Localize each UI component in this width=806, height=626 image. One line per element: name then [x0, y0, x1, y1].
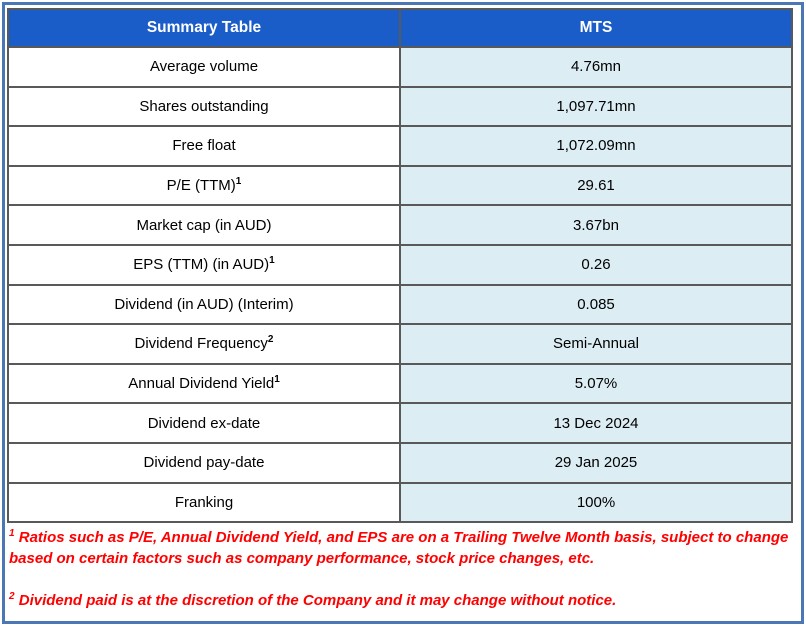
row-label: Dividend pay-date: [143, 454, 265, 472]
row-label: Franking: [174, 493, 234, 511]
row-label-superscript: 1: [269, 255, 275, 267]
row-label: Annual Dividend Yield: [128, 375, 275, 393]
table-row: Dividend ex-date 13 Dec 2024: [7, 402, 793, 444]
row-label: Dividend Frequency: [134, 335, 268, 353]
row-label-cell: Dividend (in AUD) (Interim): [7, 283, 401, 326]
row-label-cell: Average volume: [7, 46, 401, 88]
row-label: Shares outstanding: [139, 97, 269, 115]
row-label-superscript: 2: [267, 334, 274, 346]
row-label: Average volume: [149, 58, 259, 76]
table-row: Average volume 4.76mn: [7, 46, 793, 88]
row-label-superscript: 1: [235, 176, 242, 188]
footnote-dividend-text: Dividend paid is at the discretion of th…: [18, 591, 617, 609]
row-value-cell: 1,072.09mn: [399, 125, 793, 167]
header-row: Summary Table MTS: [7, 8, 793, 48]
table-row: Market cap (in AUD) 3.67bn: [7, 204, 793, 246]
row-label: Dividend ex-date: [147, 414, 261, 432]
footnote-ttm-superscript: 1: [9, 528, 15, 540]
table-row: EPS (TTM) (in AUD)1 0.26: [7, 243, 793, 286]
table-row: Shares outstanding 1,097.71mn: [7, 85, 793, 128]
row-label-cell: Annual Dividend Yield1: [7, 362, 401, 405]
row-label-cell: Shares outstanding: [7, 85, 401, 128]
header-cell-summary-table: Summary Table: [7, 8, 401, 48]
row-label-cell: Free float: [7, 125, 401, 167]
table-row: Free float 1,072.09mn: [7, 125, 793, 167]
table-row: P/E (TTM)1 29.61: [7, 164, 793, 207]
row-label-cell: Dividend Frequency2: [7, 323, 401, 365]
table-row: Dividend (in AUD) (Interim) 0.085: [7, 283, 793, 326]
row-label: EPS (TTM) (in AUD): [133, 256, 270, 274]
row-label-cell: P/E (TTM)1: [7, 164, 401, 207]
summary-table-body: Average volume 4.76mn Shares outstanding 1,…: [7, 46, 793, 524]
row-value-cell: 5.07%: [399, 362, 793, 405]
table-row: Franking 100%: [7, 481, 793, 524]
row-value-cell: 29 Jan 2025: [399, 441, 793, 484]
row-label-cell: Market cap (in AUD): [7, 204, 401, 246]
row-value-cell: 100%: [399, 481, 793, 524]
table-row: Annual Dividend Yield1 5.07%: [7, 362, 793, 405]
row-label-cell: Dividend pay-date: [7, 441, 401, 484]
header-cell-ticker: MTS: [399, 8, 793, 48]
row-value-cell: 4.76mn: [399, 46, 793, 88]
row-value-cell: 13 Dec 2024: [399, 402, 793, 444]
table-row: Dividend Frequency2 Semi-Annual: [7, 323, 793, 365]
row-label-cell: EPS (TTM) (in AUD)1: [7, 243, 401, 286]
row-label-cell: Dividend ex-date: [7, 402, 401, 444]
row-label-superscript: 1: [274, 374, 280, 386]
footnotes-section: 1 Ratios such as P/E, Annual Dividend Yi…: [7, 528, 793, 611]
row-label: Free float: [172, 137, 236, 155]
footnote-dividend-superscript: 2: [9, 590, 15, 602]
summary-table: Summary Table MTS Average volume 4.76mn Sh…: [7, 8, 793, 524]
footnote-ttm: 1 Ratios such as P/E, Annual Dividend Yi…: [9, 528, 793, 569]
row-value-cell: 3.67bn: [399, 204, 793, 246]
row-value-cell: Semi-Annual: [399, 323, 793, 365]
row-value-cell: 0.26: [399, 243, 793, 286]
footnote-ttm-text: Ratios such as P/E, Annual Dividend Yiel…: [9, 529, 789, 567]
row-label: Dividend (in AUD) (Interim): [114, 295, 294, 313]
row-value-cell: 29.61: [399, 164, 793, 207]
row-label: Market cap (in AUD): [136, 216, 272, 234]
footnote-dividend: 2 Dividend paid is at the discretion of …: [9, 591, 793, 612]
row-value-cell: 0.085: [399, 283, 793, 326]
row-value-cell: 1,097.71mn: [399, 85, 793, 128]
row-label: P/E (TTM): [166, 177, 236, 195]
row-label-cell: Franking: [7, 481, 401, 524]
summary-table-header: Summary Table MTS: [7, 8, 793, 48]
table-row: Dividend pay-date 29 Jan 2025: [7, 441, 793, 484]
